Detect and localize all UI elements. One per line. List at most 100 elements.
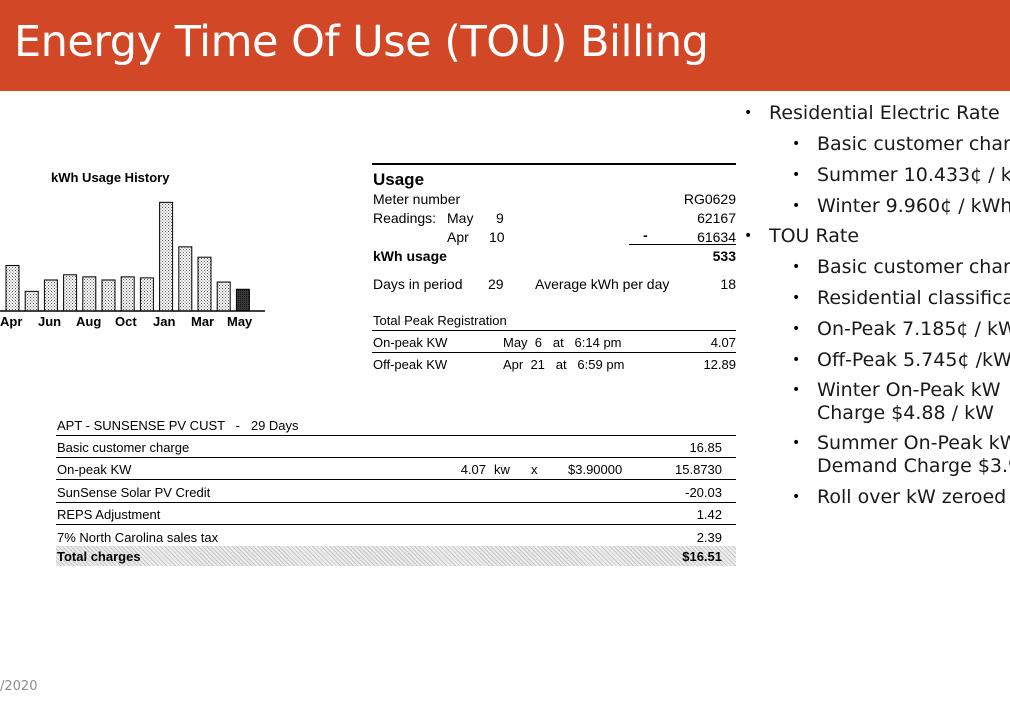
usage-bar <box>24 290 39 312</box>
meter-label: Meter number <box>373 191 461 207</box>
subtraction-rule <box>629 244 736 245</box>
bullet-text: On-Peak 7.185¢ / kW <box>817 318 1010 340</box>
charge-qty: 4.07 <box>460 462 486 477</box>
offpeak-label: Off-peak KW <box>373 357 448 372</box>
bullet-text: Residential Electric Rate <box>769 102 1000 124</box>
bullet-dot-icon: • <box>792 259 801 275</box>
charges-rule <box>56 479 736 480</box>
x-tick-label: Mar <box>191 314 215 329</box>
avg-value: 18 <box>720 276 736 292</box>
peak-heading: Total Peak Registration <box>373 313 507 328</box>
charges-rule-0 <box>56 435 736 436</box>
offpeak-date: Apr 21 at 6:59 pm <box>503 357 625 372</box>
avg-label: Average kWh per day <box>535 276 670 292</box>
charge-label: On-peak KW <box>57 462 132 477</box>
usage-bar <box>216 281 231 312</box>
bullet-text: Summer On-Peak kW <box>817 432 1010 454</box>
charges-rule <box>56 457 736 458</box>
charge-amount: 1.42 <box>696 507 722 522</box>
bullet-dot-icon: • <box>792 435 801 451</box>
footer-date: /2020 <box>0 679 38 694</box>
bullet-dot-icon: • <box>792 290 801 306</box>
charge-amount: 16.85 <box>689 440 722 455</box>
bullet-text: Summer 10.433¢ / kV <box>817 164 1010 186</box>
onpeak-date: May 6 at 6:14 pm <box>503 335 622 350</box>
bullet-dot-icon: • <box>744 105 753 121</box>
usage-bar <box>139 277 154 312</box>
peak-rule-2 <box>372 352 736 353</box>
meter-value: RG0629 <box>683 191 736 207</box>
days-label: Days in period <box>373 276 463 292</box>
charge-unit: kw <box>494 462 510 477</box>
bullet-dot-icon: • <box>792 321 801 337</box>
bullet-text: Basic customer charg <box>817 133 1010 155</box>
charges-rule <box>56 524 736 525</box>
bullet-dot-icon: • <box>792 136 801 152</box>
usage-bar <box>235 288 250 312</box>
kwh-usage-value: 533 <box>712 248 736 264</box>
bullet-dot-icon: • <box>792 489 801 505</box>
x-tick-label: Aug <box>76 314 102 329</box>
title-bar: ke Energy Time Of Use (TOU) Billing <box>0 0 1010 91</box>
reading2-month: Apr <box>447 229 469 245</box>
peak-rule-1 <box>372 330 736 331</box>
total-label: Total charges <box>57 549 141 564</box>
bullet-dot-icon: • <box>792 382 801 398</box>
kwh-usage-label: kWh usage <box>373 248 447 264</box>
x-tick-label: Apr <box>0 314 23 329</box>
x-tick-label: Jan <box>153 314 176 329</box>
onpeak-label: On-peak KW <box>373 335 448 350</box>
total-charges-bar <box>56 546 736 566</box>
usage-bar <box>120 276 135 312</box>
usage-history-chart <box>0 201 265 312</box>
bullet-text: Residential classificat <box>817 287 1010 309</box>
onpeak-value: 4.07 <box>710 335 736 350</box>
offpeak-value: 12.89 <box>703 357 736 372</box>
usage-bar <box>159 201 174 312</box>
slide-title: ke Energy Time Of Use (TOU) Billing <box>0 17 709 67</box>
charge-rate: $3.90000 <box>568 462 623 477</box>
usage-bar <box>82 276 97 312</box>
readings-label: Readings: <box>373 210 437 226</box>
bullet-dot-icon: • <box>792 198 801 214</box>
usage-heading: Usage <box>373 170 425 189</box>
total-value: $16.51 <box>682 549 722 564</box>
reading2-day: 10 <box>489 229 505 245</box>
charge-label: 7% North Carolina sales tax <box>57 530 219 545</box>
chart-title: kWh Usage History <box>51 170 170 185</box>
usage-bar <box>43 279 58 312</box>
reading1-day: 9 <box>496 210 504 226</box>
charge-label: REPS Adjustment <box>57 507 161 522</box>
reading2-sign: - <box>643 227 648 243</box>
usage-bar <box>101 279 116 312</box>
usage-bar <box>178 246 193 312</box>
bullet-text: Off-Peak 5.745¢ /kW <box>817 349 1010 371</box>
bullet-dot-icon: • <box>792 167 801 183</box>
x-tick-label: May <box>227 314 253 329</box>
bullet-text-continued: Charge $4.88 / kW <box>817 402 994 424</box>
bullet-dot-icon: • <box>792 352 801 368</box>
reading2-value: 61634 <box>697 229 736 245</box>
x-tick-label: Jun <box>38 314 62 329</box>
bullet-text: Winter On-Peak kW <box>817 379 1001 401</box>
bullet-text: TOU Rate <box>769 225 860 247</box>
reading1-month: May <box>447 210 474 226</box>
bullet-dot-icon: • <box>744 228 753 244</box>
charge-amount: 15.8730 <box>675 462 722 477</box>
reading1-value: 62167 <box>697 210 736 226</box>
charges-heading: APT - SUNSENSE PV CUST - 29 Days <box>57 418 299 433</box>
bullet-text: Roll over kW zeroed <box>817 486 1007 508</box>
usage-bar <box>5 264 20 312</box>
charges-rule <box>56 502 736 503</box>
charge-amount: 2.39 <box>696 530 722 545</box>
usage-bar <box>197 256 212 312</box>
charge-amount: -20.03 <box>685 485 722 500</box>
x-tick-label: Oct <box>115 314 137 329</box>
bullet-text: Basic customer charg <box>817 256 1010 278</box>
usage-bar <box>63 274 78 312</box>
bullet-text-continued: Demand Charge $3.9 <box>817 455 1010 477</box>
bullet-text: Winter 9.960¢ / kWh <box>817 195 1010 217</box>
days-value: 29 <box>488 276 504 292</box>
charge-label: SunSense Solar PV Credit <box>57 485 211 500</box>
charge-label: Basic customer charge <box>57 440 190 455</box>
